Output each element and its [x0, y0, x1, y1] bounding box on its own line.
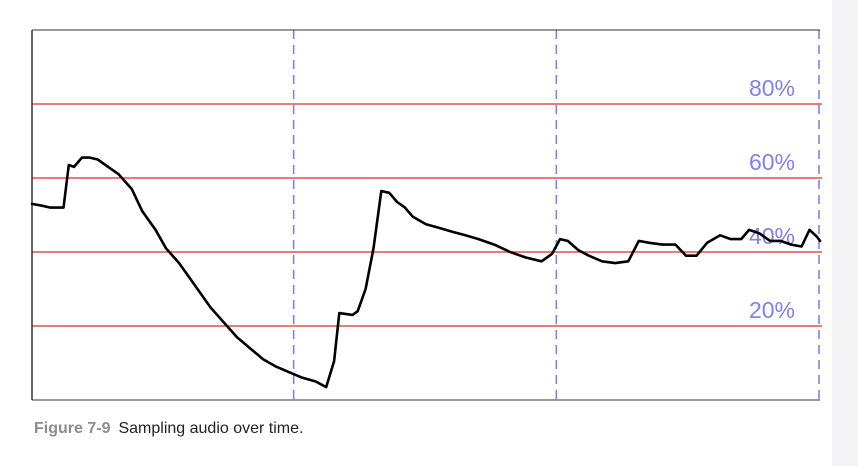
tick-label-40: 40% [749, 223, 795, 249]
tick-labels: 80% 60% 40% 20% [749, 75, 795, 323]
tick-label-80: 80% [749, 75, 795, 101]
horizontal-gridlines [32, 103, 822, 327]
figure-number: Figure 7-9 [34, 420, 111, 437]
line-chart: 80% 60% 40% 20% [30, 29, 822, 401]
series-line-0 [30, 156, 822, 389]
tick-label-20: 20% [749, 297, 795, 323]
chart-axes [31, 29, 820, 401]
tick-label-60: 60% [749, 149, 795, 175]
caption-text: Sampling audio over time. [118, 420, 304, 437]
right-page-margin [832, 0, 858, 466]
figure-caption: Figure 7-9 Sampling audio over time. [34, 420, 303, 438]
vertical-gridlines [292, 30, 820, 400]
series-layer [30, 156, 822, 389]
